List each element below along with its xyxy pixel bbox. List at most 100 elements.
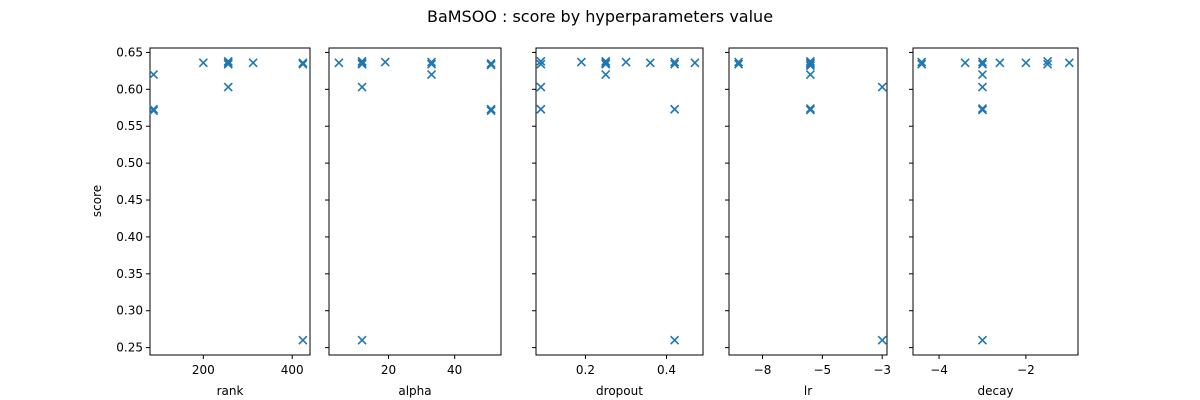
x-tick-label: −2 [1017,363,1035,377]
data-point [601,70,611,80]
data-point [977,103,988,114]
data-point [734,59,744,69]
data-point [486,58,496,69]
x-tick-label: 0.2 [576,363,595,377]
data-point [977,57,988,67]
y-tick-label: 0.50 [116,156,143,170]
data-point [805,59,815,69]
data-point [805,70,815,80]
data-point [1021,58,1031,68]
data-point [223,59,233,69]
x-tick-label: 20 [381,363,396,377]
x-tick-label: −8 [754,363,772,377]
y-axis-label: score [90,185,104,217]
data-point [1043,56,1053,66]
data-point [601,59,611,69]
y-tick-label: 0.55 [116,119,143,133]
data-point [917,57,927,67]
data-point [805,58,815,68]
data-point [805,105,815,115]
data-point [805,61,815,71]
data-point [877,335,887,345]
data-point [426,59,437,69]
subplot-lr: −8 −5 −3 lr [725,47,891,398]
data-point [426,57,437,67]
data-point [536,56,546,66]
data-point [536,59,546,69]
data-point [995,58,1005,68]
y-tick-label: 0.25 [116,341,143,355]
data-point [334,58,344,68]
data-point [148,106,159,116]
data-point [486,60,496,70]
data-point [690,58,700,68]
y-tick-label: 0.60 [116,82,143,96]
data-point [357,59,367,69]
data-point [486,106,496,116]
x-tick-label: −5 [814,363,832,377]
data-point [426,70,437,80]
data-point [877,82,887,92]
x-tick-label: 40 [447,363,462,377]
data-point [536,104,546,114]
data-point [357,56,367,66]
data-point [734,57,744,67]
data-point [357,335,367,345]
data-point [601,58,611,68]
subplot-rank: 0.25 0.30 0.35 0.40 0.45 0.50 0.55 0.60 0.65 200 4… [116,45,311,398]
data-point [960,58,970,68]
data-point [805,103,815,114]
data-point [148,70,159,80]
data-point [977,335,988,345]
data-point [1043,59,1053,69]
x-tick-label: 400 [281,363,304,377]
data-point [645,58,655,68]
data-point [977,82,988,92]
data-point [601,56,611,66]
figure-title: BaMSOO : score by hyperparameters value [427,7,773,26]
subplot-alpha: 20 40 alpha [325,47,502,398]
data-point [223,56,233,66]
x-tick-label: −4 [930,363,948,377]
data-point [576,57,586,67]
axes-frame [728,47,888,356]
data-point [536,82,546,92]
data-point [357,58,367,68]
data-point [1064,58,1074,68]
data-point [380,57,390,67]
data-point [670,104,680,114]
data-point [298,58,308,68]
axes-frame [535,47,704,356]
subplot-dropout: 0.2 0.4 dropout [532,47,704,398]
data-point [298,335,308,345]
data-point [977,59,988,69]
data-point [977,105,988,115]
data-point [917,59,927,69]
data-point [357,82,367,92]
y-tick-label: 0.65 [116,45,143,59]
x-tick-label: −3 [873,363,891,377]
data-point [198,58,208,68]
x-axis-label: decay [977,384,1013,398]
x-axis-label: dropout [596,384,643,398]
data-point [621,57,631,67]
subplot-decay: −4 −2 decay [909,47,1079,398]
x-tick-label: 0.4 [657,363,676,377]
x-axis-label: rank [217,384,244,398]
data-point [977,70,988,80]
x-axis-label: lr [804,384,812,398]
axes-frame [149,47,311,356]
data-point [298,59,308,69]
x-tick-label: 200 [192,363,215,377]
data-point [248,58,258,68]
y-tick-label: 0.30 [116,304,143,318]
data-point [670,59,680,69]
y-tick-label: 0.45 [116,193,143,207]
y-tick-label: 0.35 [116,267,143,281]
data-point [486,104,496,114]
data-point [670,335,680,345]
data-point [223,82,233,92]
x-axis-label: alpha [398,384,431,398]
axes-frame [912,47,1079,356]
